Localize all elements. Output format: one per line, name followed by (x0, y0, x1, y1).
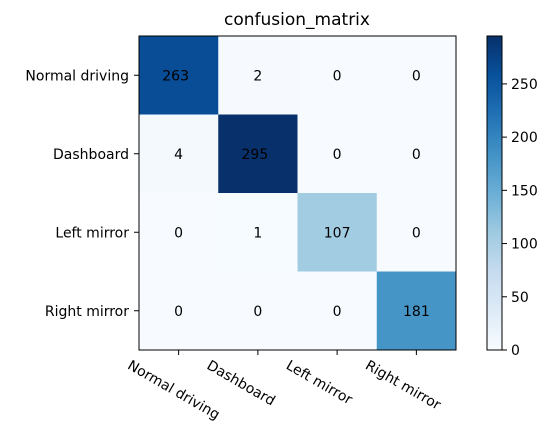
colorbar-ticks: 0 50 100 150 200 250 (502, 77, 538, 359)
matrix-cell-value: 295 (242, 147, 269, 163)
matrix-cell-value: 2 (253, 68, 262, 84)
x-axis-tick-label: Right mirror (362, 358, 443, 414)
matrix-cell-value: 0 (174, 225, 183, 241)
matrix-cell-value: 0 (253, 304, 262, 320)
matrix-cell (218, 36, 298, 115)
matrix-cell (218, 271, 298, 351)
matrix-cell-value: 181 (403, 304, 430, 320)
x-axis-tick-label: Left mirror (283, 358, 355, 409)
matrix-cells (139, 36, 457, 351)
y-axis-tick-label: Right mirror (45, 304, 129, 320)
matrix-cell-values: 263 2 0 0 4 295 0 0 0 1 107 0 0 0 0 181 (162, 68, 429, 320)
colorbar-tick-label: 250 (511, 77, 538, 93)
matrix-cell (218, 193, 298, 272)
matrix-cell (297, 114, 378, 194)
y-axis-tick-labels: Normal driving Dashboard Left mirror Right … (25, 68, 139, 320)
colorbar-tick-label: 100 (511, 237, 538, 253)
matrix-cell-value: 0 (412, 68, 421, 84)
matrix-cell (139, 193, 219, 272)
colorbar-tick-label: 0 (511, 343, 520, 359)
matrix-cell (139, 114, 219, 194)
matrix-cell (297, 36, 378, 115)
matrix-cell (376, 114, 457, 194)
matrix-cell (376, 193, 457, 272)
matrix-cell-value: 0 (174, 304, 183, 320)
matrix-cell (139, 271, 219, 351)
matrix-cell (376, 271, 457, 351)
plot-frame (138, 35, 457, 351)
matrix-cell (139, 36, 219, 115)
matrix-cell (218, 114, 298, 194)
matrix-cell-value: 107 (324, 225, 351, 241)
x-axis-tick-label: Dashboard (204, 358, 278, 410)
matrix-cell-value: 0 (333, 304, 342, 320)
colorbar-tick-label: 50 (511, 290, 529, 306)
colorbar-tick-label: 150 (511, 183, 538, 199)
matrix-cell-value: 0 (412, 147, 421, 163)
matrix-cell-value: 1 (253, 225, 262, 241)
colorbar-tick-label: 200 (511, 130, 538, 146)
matrix-cell (297, 271, 378, 351)
matrix-cell-value: 0 (333, 147, 342, 163)
colorbar (486, 35, 503, 351)
matrix-cell-value: 263 (162, 68, 189, 84)
matrix-cell-value: 0 (333, 68, 342, 84)
matrix-cell (376, 36, 457, 115)
matrix-cell-value: 0 (412, 225, 421, 241)
y-axis-tick-label: Dashboard (53, 147, 129, 163)
chart-title: confusion_matrix (224, 10, 370, 30)
y-axis-tick-label: Left mirror (55, 225, 129, 241)
matrix-cell (297, 193, 378, 272)
y-axis-tick-label: Normal driving (25, 68, 129, 84)
matrix-cell-value: 4 (174, 147, 183, 163)
